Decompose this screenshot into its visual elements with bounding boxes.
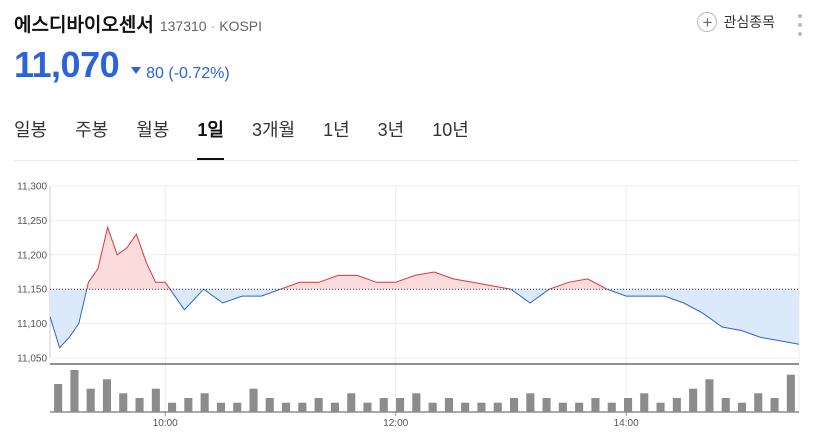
volume-bar <box>493 402 502 412</box>
tab-1day[interactable]: 1일 <box>197 116 224 160</box>
y-tick-label: 11,150 <box>17 285 47 296</box>
volume-bar <box>282 402 291 412</box>
x-tick-label: 12:00 <box>383 418 408 429</box>
volume-bar <box>672 398 681 412</box>
x-tick-label: 10:00 <box>153 418 178 429</box>
price-line-down <box>50 289 799 349</box>
kebab-icon[interactable] <box>797 14 803 36</box>
volume-bar <box>119 393 128 412</box>
volume-bar <box>330 402 339 412</box>
volume-bar <box>347 393 356 412</box>
volume-bar <box>363 402 372 412</box>
price-change: 80 (-0.72%) <box>131 65 230 83</box>
price-line-up <box>86 225 609 290</box>
volume-bar <box>640 393 649 412</box>
volume-bar <box>216 402 225 412</box>
volume-bar <box>737 402 746 412</box>
volume-bar <box>477 402 486 412</box>
separator-dot: · <box>210 18 216 34</box>
divider <box>14 160 799 161</box>
price-area-down <box>50 289 799 348</box>
tab-10year[interactable]: 10년 <box>432 120 469 140</box>
volume-bar <box>412 393 421 412</box>
volume-bar <box>184 398 193 412</box>
volume-bar <box>656 402 665 412</box>
volume-bar <box>86 388 95 412</box>
current-price: 11,070 <box>14 44 120 85</box>
volume-bar <box>151 388 160 412</box>
volume-bar <box>54 384 63 412</box>
tab-daily[interactable]: 일봉 <box>14 120 48 140</box>
volume-bar <box>396 398 405 412</box>
volume-bar <box>249 388 258 412</box>
volume-bar <box>510 398 519 412</box>
volume-bar <box>558 402 567 412</box>
stock-name: 에스디바이오센서 <box>14 15 154 36</box>
y-tick-label: 11,200 <box>17 250 47 261</box>
volume-bar <box>624 398 633 412</box>
price-area-up <box>86 227 607 290</box>
volume-bar <box>542 398 551 412</box>
volume-bar <box>135 398 144 412</box>
tab-3month[interactable]: 3개월 <box>251 120 296 140</box>
y-tick-label: 11,050 <box>17 354 47 365</box>
y-tick-label: 11,250 <box>17 216 47 227</box>
price-row: 11,070 80 (-0.72%) <box>14 44 230 86</box>
volume-bar <box>233 402 242 412</box>
volume-bar <box>526 393 535 412</box>
price-change-value: 80 (-0.72%) <box>146 64 230 82</box>
y-tick-label: 11,300 <box>17 182 47 193</box>
tab-weekly[interactable]: 주봉 <box>75 120 109 140</box>
volume-bar <box>314 398 323 412</box>
volume-bar <box>200 393 209 412</box>
volume-bar <box>298 402 307 412</box>
period-tabs: 일봉 주봉 월봉 1일 3개월 1년 3년 10년 <box>14 116 799 160</box>
volume-bar <box>444 398 453 412</box>
tab-monthly[interactable]: 월봉 <box>136 120 170 140</box>
x-tick-label: 14:00 <box>614 418 639 429</box>
volume-bar <box>607 402 616 412</box>
volume-bar <box>70 370 79 412</box>
volume-bar <box>591 398 600 412</box>
volume-bar <box>461 402 470 412</box>
stock-code: 137310 <box>159 18 207 34</box>
volume-bar <box>754 393 763 412</box>
volume-bar <box>428 402 437 412</box>
volume-bar <box>689 388 698 412</box>
tab-3year[interactable]: 3년 <box>377 120 405 140</box>
volume-bar <box>786 374 795 412</box>
plus-icon: + <box>697 12 718 32</box>
watchlist-button[interactable]: + 관심종목 <box>697 12 775 32</box>
volume-bar <box>575 402 584 412</box>
volume-bar <box>721 398 730 412</box>
volume-bar <box>770 398 779 412</box>
y-tick-label: 11,100 <box>17 319 47 330</box>
market-label: KOSPI <box>219 18 263 34</box>
volume-bar <box>379 398 388 412</box>
volume-bar <box>265 398 274 412</box>
volume-bar <box>705 379 714 412</box>
volume-bar <box>168 402 177 412</box>
tab-1year[interactable]: 1년 <box>323 120 350 140</box>
stock-header: 에스디바이오센서 137310 · KOSPI <box>14 10 262 40</box>
watchlist-label: 관심종목 <box>723 14 775 30</box>
volume-bar <box>102 379 111 412</box>
down-arrow-icon <box>131 67 142 74</box>
